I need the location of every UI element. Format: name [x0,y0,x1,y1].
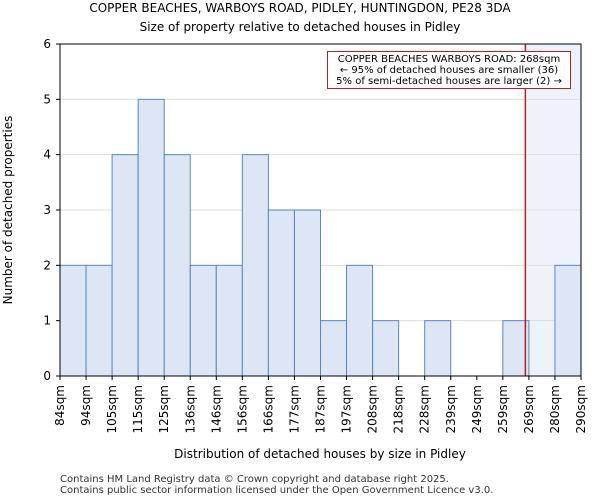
x-tick-label: 290sqm [574,385,588,433]
x-axis-label: Distribution of detached houses by size … [174,447,466,461]
x-tick-label: 218sqm [392,385,406,433]
bar [502,320,530,377]
x-tick-label: 146sqm [209,385,223,433]
annotation-line-1: COPPER BEACHES WARBOYS ROAD: 268sqm [337,54,561,65]
x-tick-label: 228sqm [418,385,432,433]
bar [293,209,322,377]
x-tick-label: 84sqm [53,385,67,426]
x-tick-label: 197sqm [340,385,354,433]
bar [163,154,191,377]
bar [189,264,217,377]
bar [424,320,452,377]
x-tick-label: 269sqm [522,385,536,433]
x-tick-label: 115sqm [131,385,145,433]
x-tick-label: 187sqm [314,385,328,433]
annotation-box: COPPER BEACHES WARBOYS ROAD: 268sqm ← 95… [327,51,571,89]
bar [320,320,348,377]
x-tick-label: 239sqm [444,385,458,433]
bar [346,264,374,377]
x-tick-label: 156sqm [235,385,249,433]
bar [554,264,582,377]
x-tick-label: 136sqm [183,385,197,433]
y-tick-label: 4 [43,148,51,162]
x-tick-label: 249sqm [470,385,484,433]
footer-line-2: Contains public sector information licen… [60,485,494,496]
bar [111,154,139,377]
annotation-line-2: ← 95% of detached houses are smaller (36… [339,65,559,76]
y-tick-label: 1 [43,314,51,328]
bar [137,98,165,377]
bar [215,264,243,377]
footer: Contains HM Land Registry data © Crown c… [60,474,493,496]
y-tick-label: 2 [43,258,51,272]
x-tick-label: 94sqm [79,385,93,426]
bar [85,264,113,377]
x-tick-label: 259sqm [496,385,510,433]
bar [59,264,87,377]
bar [372,320,400,377]
x-tick-label: 105sqm [105,385,119,433]
y-axis-label: Number of detached properties [1,116,15,305]
bar [267,209,295,377]
x-tick-label: 177sqm [287,385,301,433]
x-tick-label: 208sqm [366,385,380,433]
y-tick-label: 3 [43,203,51,217]
y-tick-label: 5 [43,92,51,106]
y-tick-label: 0 [43,369,51,383]
footer-line-1: Contains HM Land Registry data © Crown c… [60,474,449,485]
x-tick-label: 125sqm [157,385,171,433]
x-tick-label: 166sqm [261,385,275,433]
x-tick-label: 280sqm [548,385,562,433]
annotation-line-3: 5% of semi-detached houses are larger (2… [336,76,562,87]
chart-subtitle: Size of property relative to detached ho… [140,20,461,34]
y-tick-label: 6 [43,37,51,51]
chart-title: COPPER BEACHES, WARBOYS ROAD, PIDLEY, HU… [89,1,511,15]
plot-area: 0 1 2 3 4 5 6 84sqm 94sqm 105sqm 115sqm 125sqm 136sq… [43,37,588,433]
bar [241,154,269,377]
